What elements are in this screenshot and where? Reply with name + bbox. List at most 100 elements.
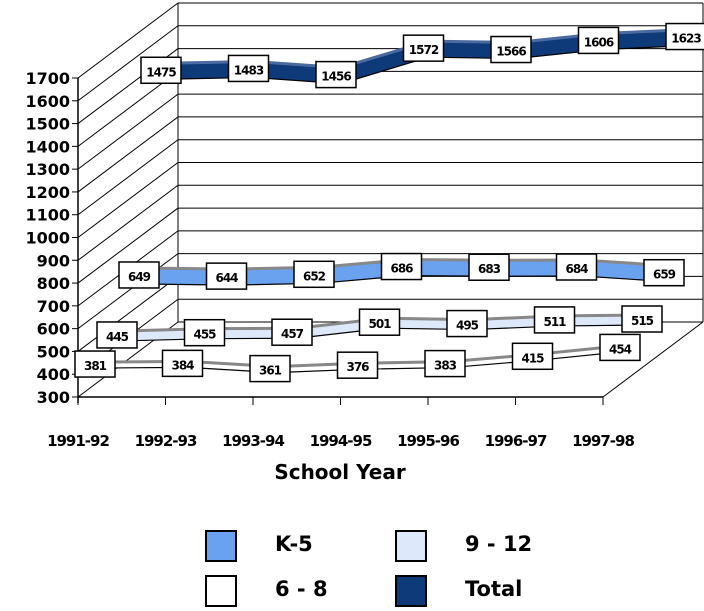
y-tick-label: 700 <box>37 297 70 316</box>
legend-label-9-12: 9 - 12 <box>465 532 533 556</box>
data-label: 649 <box>128 270 151 284</box>
gridline-side <box>77 162 179 238</box>
data-label: 501 <box>368 317 391 331</box>
data-label-box <box>74 350 116 378</box>
legend-label-6-8: 6 - 8 <box>275 577 328 601</box>
data-label: 511 <box>543 315 566 329</box>
data-label: 445 <box>106 330 129 344</box>
data-label: 457 <box>281 327 304 341</box>
data-label-box <box>315 60 357 89</box>
x-tick-label: 1993-94 <box>222 432 284 450</box>
floor-right-edge <box>602 321 704 398</box>
series-total: 1475 1483 1456 1572 1566 1606 1623 <box>140 22 704 89</box>
data-label: 1456 <box>321 70 351 84</box>
data-label: 361 <box>259 364 282 378</box>
data-label-box <box>140 56 182 85</box>
data-label: 415 <box>521 351 544 365</box>
data-label-box <box>665 22 704 51</box>
data-label-box <box>446 309 488 338</box>
y-tick-label: 1300 <box>25 160 70 179</box>
series-k-5: 649 644 652 686 683 684 659 <box>118 252 685 290</box>
data-label-box <box>96 321 138 349</box>
data-label: 1623 <box>671 32 701 46</box>
gridline-side <box>77 116 179 193</box>
data-label-box <box>555 253 598 281</box>
x-tick-label: 1992-93 <box>135 432 197 450</box>
data-label-box <box>621 305 663 333</box>
gridline-side <box>77 2 179 79</box>
y-tick-label: 600 <box>37 320 70 339</box>
legend-label-k5: K-5 <box>275 532 313 556</box>
legend-swatch-k5 <box>205 530 237 562</box>
gridline-side <box>77 25 179 102</box>
x-tick-label: 1994-95 <box>310 432 372 450</box>
data-label-box <box>271 318 313 346</box>
gridline-side <box>77 184 179 261</box>
gridline-side <box>77 93 179 170</box>
y-tick-label: 500 <box>37 342 70 361</box>
data-label-box <box>468 253 510 281</box>
data-label: 1572 <box>409 43 439 57</box>
data-label: 1483 <box>234 63 264 77</box>
series-6-8: 381 384 361 376 383 415 454 <box>74 333 641 383</box>
data-label: 1566 <box>496 45 526 59</box>
data-label-box <box>511 342 554 371</box>
data-label-box <box>249 354 291 383</box>
gridline-side <box>77 276 179 352</box>
y-tick-label: 1000 <box>25 229 70 248</box>
data-label-box <box>183 318 226 347</box>
y-tick-label: 1500 <box>25 115 70 134</box>
data-label: 644 <box>215 271 238 285</box>
data-label: 455 <box>193 328 216 342</box>
data-label: 381 <box>84 359 107 373</box>
line-chart-3d: 300 400 500 600 700 800 900 1000 1100 1200 1300 140… <box>25 2 704 484</box>
legend-swatch-6-8 <box>205 575 237 607</box>
y-tick-label: 1200 <box>25 183 70 202</box>
data-label-box <box>205 262 248 290</box>
data-label: 652 <box>303 269 326 283</box>
gridline-side <box>77 253 179 330</box>
y-tick-label: 1400 <box>25 137 70 156</box>
chart-legend: K-5 9 - 12 6 - 8 Total <box>205 530 545 610</box>
data-label: 684 <box>565 262 588 276</box>
y-tick-label: 1600 <box>25 92 70 111</box>
legend-swatch-9-12 <box>395 530 427 562</box>
series-9-12: 445 455 457 501 495 511 515 <box>96 305 663 349</box>
data-label-box <box>643 258 685 287</box>
data-label-box <box>380 252 423 281</box>
x-tick-label: 1997-98 <box>572 432 634 450</box>
data-label-box <box>293 260 335 289</box>
data-label: 1475 <box>146 65 176 79</box>
y-tick-label: 900 <box>37 251 70 270</box>
x-axis-title: School Year <box>274 460 406 484</box>
data-label: 376 <box>346 360 369 374</box>
gridline-side <box>77 207 179 284</box>
data-label: 659 <box>653 268 676 282</box>
data-label-box <box>402 34 445 62</box>
data-label-box <box>227 54 270 83</box>
data-label-box <box>161 349 204 378</box>
data-label-box <box>599 333 641 362</box>
data-label: 454 <box>609 342 632 356</box>
x-tick-label: 1995-96 <box>397 432 459 450</box>
gridline-side <box>77 139 179 216</box>
data-label: 686 <box>390 262 413 276</box>
plot-area: 300 400 500 600 700 800 900 1000 1100 1200 1300 140… <box>25 2 704 484</box>
data-label-box <box>424 349 466 378</box>
data-label: 495 <box>456 319 479 333</box>
legend-label-total: Total <box>465 577 523 601</box>
y-tick-label: 1100 <box>25 206 70 225</box>
data-label-box <box>336 351 379 379</box>
x-tick-label: 1996-97 <box>485 432 547 450</box>
y-tick-label: 400 <box>37 365 70 384</box>
y-tick-label: 1700 <box>25 69 70 88</box>
data-label-box <box>358 308 401 336</box>
data-label-box <box>533 306 576 334</box>
data-label: 1606 <box>584 35 614 49</box>
x-tick-label: 1991-92 <box>47 432 109 450</box>
data-label-box <box>118 261 160 289</box>
legend-swatch-total <box>395 575 427 607</box>
y-tick-label: 300 <box>37 388 70 407</box>
data-label: 383 <box>434 359 457 373</box>
data-label-box <box>490 35 532 64</box>
